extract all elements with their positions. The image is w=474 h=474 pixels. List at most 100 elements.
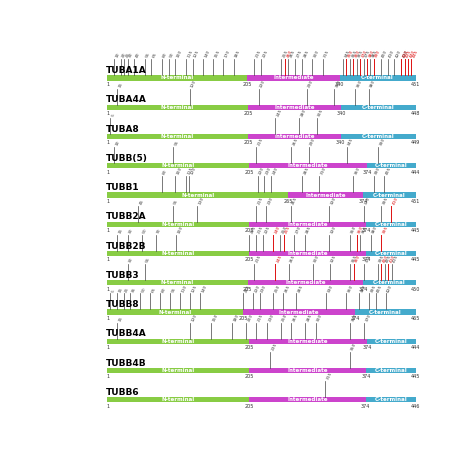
Text: 65: 65 — [152, 52, 158, 59]
Text: 430: 430 — [402, 50, 409, 59]
Text: 350: 350 — [350, 225, 357, 235]
Text: 155: 155 — [214, 49, 221, 59]
Text: 15: 15 — [118, 82, 124, 88]
Text: 395: 395 — [382, 196, 389, 205]
Text: 205: 205 — [244, 404, 254, 409]
Text: 35: 35 — [131, 286, 137, 293]
Bar — [341, 105, 416, 110]
Text: 365: 365 — [357, 50, 365, 59]
Text: 390: 390 — [374, 167, 382, 176]
Text: 215: 215 — [257, 313, 264, 322]
Text: 30: 30 — [128, 228, 134, 235]
Text: 410: 410 — [389, 255, 396, 264]
Text: 350: 350 — [350, 342, 357, 352]
Text: 265: 265 — [289, 255, 297, 264]
Text: 450: 450 — [411, 287, 420, 292]
Text: N-terminal: N-terminal — [162, 163, 195, 168]
Text: 330: 330 — [327, 284, 334, 293]
Text: 240: 240 — [272, 167, 279, 176]
Text: 415: 415 — [392, 255, 400, 264]
Text: 400: 400 — [382, 255, 389, 264]
Text: 380: 380 — [368, 50, 375, 59]
Bar — [243, 310, 355, 315]
Text: 374: 374 — [350, 316, 360, 321]
Text: 265: 265 — [292, 313, 299, 322]
Text: 355: 355 — [351, 255, 358, 264]
Text: 360: 360 — [354, 167, 361, 176]
Text: 445: 445 — [412, 50, 419, 59]
Text: 445: 445 — [411, 374, 420, 379]
Text: 444: 444 — [411, 345, 420, 350]
Bar — [247, 280, 364, 285]
Text: 95: 95 — [173, 199, 180, 205]
Text: N-terminal: N-terminal — [161, 280, 194, 285]
Text: TUBB4A: TUBB4A — [105, 329, 146, 338]
Bar — [107, 163, 249, 168]
Text: 310: 310 — [320, 167, 327, 176]
Text: C-terminal: C-terminal — [369, 310, 402, 315]
Text: 315: 315 — [323, 50, 330, 59]
Bar — [366, 368, 416, 373]
Text: 345: 345 — [347, 137, 355, 146]
Text: 1: 1 — [106, 316, 109, 321]
Text: 125: 125 — [191, 283, 198, 293]
Bar — [107, 310, 243, 315]
Text: 250: 250 — [273, 283, 281, 293]
Bar — [355, 310, 416, 315]
Text: 125: 125 — [193, 50, 201, 59]
Text: TUBB(5): TUBB(5) — [105, 154, 147, 163]
Text: 100: 100 — [176, 50, 183, 59]
Text: 205: 205 — [245, 257, 254, 262]
Text: 1: 1 — [106, 170, 109, 174]
Text: 440: 440 — [409, 50, 416, 59]
Text: 330: 330 — [335, 79, 342, 88]
Text: 95: 95 — [171, 286, 177, 293]
Text: 80: 80 — [161, 286, 167, 293]
Text: 300: 300 — [313, 50, 320, 59]
Bar — [249, 251, 366, 256]
Text: 449: 449 — [411, 140, 420, 146]
Text: N-terminal: N-terminal — [162, 368, 195, 373]
Text: 350: 350 — [351, 313, 358, 322]
Text: 205: 205 — [244, 111, 253, 116]
Text: 215: 215 — [255, 50, 262, 59]
Text: 395: 395 — [378, 255, 386, 264]
Text: 205: 205 — [245, 374, 254, 379]
Text: 280: 280 — [300, 108, 307, 118]
Text: 405: 405 — [385, 255, 392, 264]
Text: 10: 10 — [115, 140, 120, 146]
Text: 220: 220 — [254, 284, 261, 293]
Text: 230: 230 — [260, 284, 267, 293]
Text: 110: 110 — [181, 284, 188, 293]
Text: 340: 340 — [337, 111, 346, 116]
Text: 1: 1 — [106, 199, 109, 204]
Text: 265: 265 — [283, 283, 291, 293]
Text: 50: 50 — [141, 286, 147, 293]
Text: 444: 444 — [411, 170, 420, 174]
Text: 55: 55 — [145, 52, 151, 59]
Text: 120: 120 — [190, 79, 197, 88]
Text: 365: 365 — [361, 225, 368, 235]
Text: TUBA4A: TUBA4A — [105, 95, 146, 104]
Text: 315: 315 — [326, 372, 333, 381]
Text: 120: 120 — [191, 313, 198, 322]
Text: 405: 405 — [376, 283, 383, 293]
Text: 100: 100 — [176, 167, 183, 176]
Text: Intermediate: Intermediate — [288, 222, 328, 227]
Bar — [249, 222, 366, 227]
Text: 285: 285 — [302, 50, 310, 59]
Text: 300: 300 — [313, 255, 320, 264]
Text: 115: 115 — [186, 50, 193, 59]
Bar — [107, 134, 248, 139]
Text: 1: 1 — [106, 228, 109, 233]
Text: 205: 205 — [250, 225, 257, 235]
Text: N-terminal: N-terminal — [161, 397, 194, 402]
Text: 395: 395 — [370, 283, 377, 293]
Text: 265: 265 — [292, 196, 299, 205]
Text: 140: 140 — [201, 284, 208, 293]
Text: 115: 115 — [186, 167, 193, 176]
Text: 100: 100 — [177, 225, 184, 235]
Bar — [248, 105, 341, 110]
Text: 1: 1 — [106, 345, 109, 350]
Text: Intermediate: Intermediate — [274, 134, 315, 139]
